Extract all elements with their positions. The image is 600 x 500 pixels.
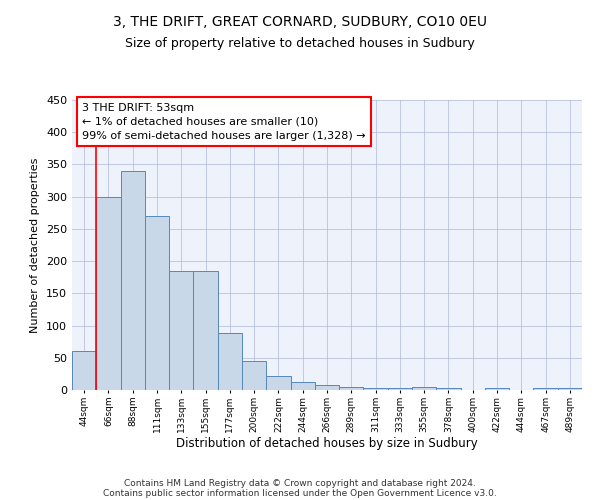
Bar [218,334,242,390]
Bar [388,388,412,390]
Bar [290,382,315,390]
Bar [485,388,509,390]
Bar [193,271,218,390]
Text: 3, THE DRIFT, GREAT CORNARD, SUDBURY, CO10 0EU: 3, THE DRIFT, GREAT CORNARD, SUDBURY, CO… [113,15,487,29]
Bar [533,388,558,390]
Text: Contains public sector information licensed under the Open Government Licence v3: Contains public sector information licen… [103,488,497,498]
Bar [436,388,461,390]
Bar [72,352,96,390]
X-axis label: Distribution of detached houses by size in Sudbury: Distribution of detached houses by size … [176,438,478,450]
Bar [266,376,290,390]
Bar [242,361,266,390]
Bar [145,216,169,390]
Bar [339,387,364,390]
Bar [315,386,339,390]
Text: 3 THE DRIFT: 53sqm
← 1% of detached houses are smaller (10)
99% of semi-detached: 3 THE DRIFT: 53sqm ← 1% of detached hous… [82,103,366,141]
Bar [96,196,121,390]
Text: Contains HM Land Registry data © Crown copyright and database right 2024.: Contains HM Land Registry data © Crown c… [124,478,476,488]
Bar [121,171,145,390]
Bar [364,388,388,390]
Y-axis label: Number of detached properties: Number of detached properties [31,158,40,332]
Text: Size of property relative to detached houses in Sudbury: Size of property relative to detached ho… [125,38,475,51]
Bar [169,271,193,390]
Bar [558,388,582,390]
Bar [412,388,436,390]
